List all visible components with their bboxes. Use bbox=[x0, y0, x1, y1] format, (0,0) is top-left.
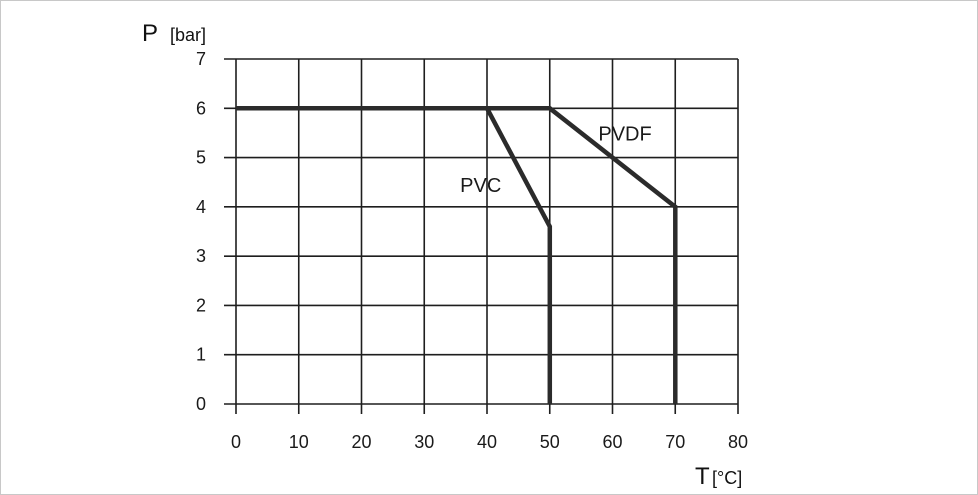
series-label-pvc: PVC bbox=[460, 175, 501, 197]
y-tick-label-2: 2 bbox=[196, 295, 206, 315]
x-tick-label-20: 20 bbox=[351, 432, 371, 452]
y-tick-label-4: 4 bbox=[196, 197, 206, 217]
y-tick-label-1: 1 bbox=[196, 345, 206, 365]
y-tick-label-3: 3 bbox=[196, 246, 206, 266]
x-tick-label-60: 60 bbox=[602, 432, 622, 452]
x-tick-label-70: 70 bbox=[665, 432, 685, 452]
series-lines: PVC PVDF bbox=[236, 106, 678, 404]
x-tick-label-10: 10 bbox=[289, 432, 309, 452]
x-axis-symbol: T bbox=[695, 463, 710, 490]
y-tick-label-6: 6 bbox=[196, 98, 206, 118]
axis-labels: P [bar] T [°C] bbox=[142, 20, 742, 490]
ticks: 0 10 20 30 40 50 60 70 80 0 1 2 3 4 5 6 7 bbox=[196, 49, 748, 452]
y-axis-symbol: P bbox=[142, 20, 158, 47]
y-tick-label-0: 0 bbox=[196, 394, 206, 414]
x-tick-label-0: 0 bbox=[231, 432, 241, 452]
y-tick-label-7: 7 bbox=[196, 49, 206, 69]
x-tick-label-30: 30 bbox=[414, 432, 434, 452]
grid bbox=[224, 58, 739, 414]
x-tick-label-80: 80 bbox=[728, 432, 748, 452]
y-axis-unit: [bar] bbox=[170, 25, 206, 45]
x-tick-label-40: 40 bbox=[477, 432, 497, 452]
x-axis-unit: [°C] bbox=[712, 468, 742, 488]
x-tick-label-50: 50 bbox=[540, 432, 560, 452]
series-line-pvdf bbox=[236, 106, 678, 404]
y-tick-label-5: 5 bbox=[196, 148, 206, 168]
series-label-pvdf: PVDF bbox=[598, 123, 651, 145]
